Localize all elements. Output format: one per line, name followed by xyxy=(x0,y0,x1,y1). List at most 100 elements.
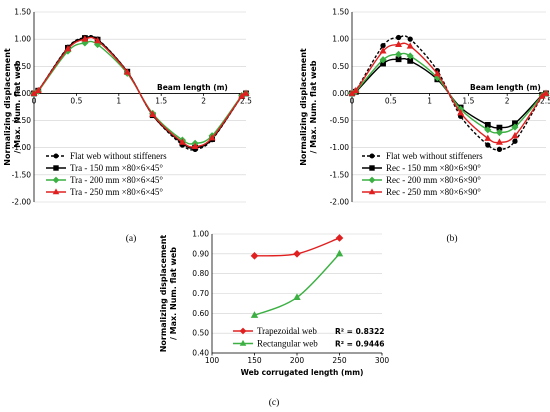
y-tick-label: -1.00 xyxy=(12,143,32,152)
legend-marker xyxy=(53,153,59,159)
legend-marker xyxy=(52,176,60,184)
data-point xyxy=(485,142,491,148)
panel-label: (a) xyxy=(126,233,137,244)
x-tick-label: 0 xyxy=(350,96,355,105)
y-tick-label: 0.90 xyxy=(192,249,209,258)
data-point xyxy=(34,86,42,94)
data-point xyxy=(293,250,301,258)
x-tick-label: 2.5 xyxy=(540,96,550,105)
data-point xyxy=(512,138,518,144)
data-point xyxy=(208,134,216,141)
x-tick-label: 1 xyxy=(116,96,121,105)
y-tick-label: -0.50 xyxy=(12,116,32,125)
chart-2: 1.50 1.00 0.50 0.00 -0.50 -1.00 -1.50 -2.00 0 0.5… xyxy=(299,8,550,245)
y-tick-label: 0.40 xyxy=(192,349,209,358)
series-line xyxy=(254,253,341,316)
y-tick-label: 0.00 xyxy=(332,89,349,98)
data-point xyxy=(496,146,503,153)
data-point xyxy=(64,44,72,52)
legend-entry: Flat web without stiffeners xyxy=(70,151,167,161)
y-tick-label: 0.80 xyxy=(192,269,209,278)
y-tick-label: -0.50 xyxy=(330,116,350,125)
x-tick-label: 200 xyxy=(290,356,305,365)
data-point xyxy=(542,89,550,96)
x-tick-label: 2 xyxy=(505,96,510,105)
y-tick-label: -1.00 xyxy=(330,143,350,152)
data-point xyxy=(335,249,344,257)
data-point xyxy=(406,52,414,60)
y-tick-label: 0.50 xyxy=(192,329,209,338)
legend-marker xyxy=(369,153,375,159)
series-4 xyxy=(348,40,550,145)
legend: Flat web without stiffeners Tra - 150 mm … xyxy=(46,151,167,197)
x-tick-label: 150 xyxy=(247,356,262,365)
y-tick-label: 0.50 xyxy=(14,62,31,71)
legend-entry: Tra - 150 mm ×80×6×45° xyxy=(70,163,163,173)
data-point xyxy=(394,50,403,58)
legend-entry: Rec - 200 mm ×80×6×90° xyxy=(386,175,481,185)
x-tick-label: 0 xyxy=(32,96,37,105)
y-axis-label-line: / Max. Num. flat web xyxy=(169,247,178,340)
legend-marker xyxy=(368,176,376,184)
x-tick-label: 0.5 xyxy=(70,96,82,105)
data-point xyxy=(379,47,387,54)
data-point xyxy=(395,34,402,41)
legend-marker xyxy=(53,165,59,171)
y-tick-label: -2.00 xyxy=(330,198,350,207)
r-squared-label: R² = 0.9446 xyxy=(335,340,385,349)
data-point xyxy=(484,126,492,134)
series-line xyxy=(351,42,547,144)
x-axis-label: Beam length (m) xyxy=(470,83,541,92)
data-point xyxy=(495,138,503,145)
data-point xyxy=(250,311,259,318)
data-point xyxy=(242,89,250,96)
data-point xyxy=(395,40,403,47)
x-tick-label: 250 xyxy=(332,356,347,365)
legend-marker xyxy=(369,165,375,171)
data-point xyxy=(407,36,413,42)
data-point xyxy=(335,234,344,242)
legend-entry: Flat web without stiffeners xyxy=(386,151,483,161)
x-tick-label: 300 xyxy=(375,356,390,365)
legend: Flat web without stiffeners Rec - 150 mm … xyxy=(362,151,483,197)
y-tick-label: 1.00 xyxy=(14,35,31,44)
data-point xyxy=(293,293,301,301)
panel-label: (b) xyxy=(446,233,457,244)
series-4 xyxy=(30,35,250,150)
y-axis-label: Normalizing displacement/ Max. Num. flat… xyxy=(159,235,178,353)
x-tick-label: 2 xyxy=(201,96,206,105)
x-tick-label: 100 xyxy=(205,356,220,365)
y-tick-label: -1.50 xyxy=(12,170,32,179)
data-point xyxy=(433,69,441,77)
y-tick-label: 0.00 xyxy=(14,89,31,98)
legend: Trapezoidal web R² = 0.8322 Rectangular we… xyxy=(233,326,385,349)
x-axis-label: Web corrugated length (mm) xyxy=(241,368,364,377)
series-line xyxy=(351,35,547,151)
data-point xyxy=(379,56,387,64)
data-point xyxy=(250,251,259,260)
data-point xyxy=(511,123,519,131)
legend-marker xyxy=(368,188,376,195)
y-axis-label-line: Normalizing displacement xyxy=(299,48,308,166)
legend-entry: Tra - 250 mm ×80×6×45° xyxy=(70,187,163,197)
data-point xyxy=(484,134,492,141)
y-tick-label: 1.50 xyxy=(14,8,31,17)
legend-marker xyxy=(239,327,247,335)
y-tick-label: 0.60 xyxy=(192,309,209,318)
series-1 xyxy=(250,234,344,260)
data-point xyxy=(352,86,360,94)
data-point xyxy=(123,68,131,75)
series-line xyxy=(33,36,247,148)
legend-marker xyxy=(52,188,60,195)
r-squared-label: R² = 0.8322 xyxy=(335,327,385,336)
series-2 xyxy=(250,249,344,318)
data-point xyxy=(511,131,519,139)
panel-label: (c) xyxy=(269,397,280,408)
y-axis-label-line: Normalizing displacement xyxy=(3,48,12,166)
y-tick-label: 0.50 xyxy=(332,62,349,71)
y-tick-label: -2.00 xyxy=(12,198,32,207)
x-tick-label: 1 xyxy=(427,96,432,105)
data-point xyxy=(191,142,199,150)
y-axis-label: Normalizing displacement/ Max. Num. flat… xyxy=(299,48,318,166)
